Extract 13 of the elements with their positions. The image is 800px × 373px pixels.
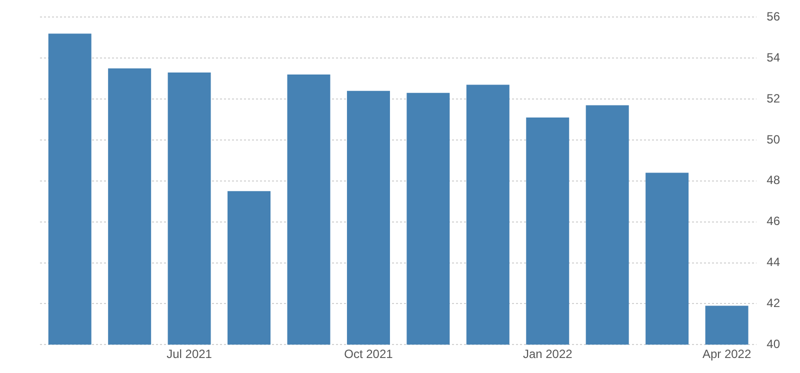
y-tick-label: 54 <box>766 50 780 64</box>
y-tick-label: 48 <box>766 173 780 188</box>
x-tick-label: Jan 2022 <box>522 347 573 362</box>
y-tick-label: 56 <box>766 10 780 24</box>
x-tick-label: Oct 2021 <box>344 347 394 362</box>
y-tick-label: 50 <box>766 132 780 146</box>
x-tick-label: Apr 2022 <box>702 347 752 362</box>
y-tick-label: 44 <box>766 255 780 270</box>
x-tick-label: Jul 2021 <box>166 347 212 362</box>
y-tick-label: 42 <box>766 296 780 310</box>
y-tick-label: 40 <box>766 336 780 351</box>
y-tick-label: 52 <box>766 91 780 106</box>
y-tick-label: 46 <box>766 214 780 228</box>
